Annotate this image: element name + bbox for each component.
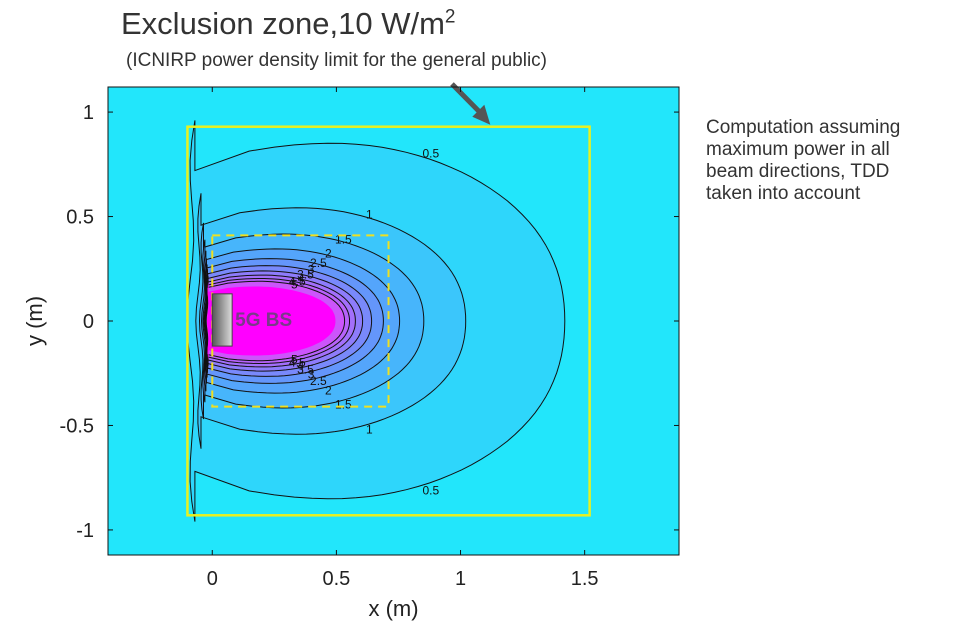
- exclusion-title-text: Exclusion zone,10 W/m: [121, 6, 445, 41]
- contour-label: 3: [308, 263, 315, 277]
- side-note-line: maximum power in all: [706, 139, 890, 160]
- contour-label: 4.5: [289, 355, 306, 369]
- contour-core: [207, 282, 336, 360]
- contour-label: 0.5: [422, 484, 439, 498]
- contour-label: 3: [308, 368, 315, 382]
- contour-label: 2: [325, 247, 332, 261]
- side-note-line: Computation assuming: [706, 117, 901, 138]
- x-tick-label: 1: [455, 568, 466, 590]
- y-tick-label: -0.5: [60, 415, 94, 437]
- exclusion-arrow-head: [472, 104, 491, 125]
- x-tick-label: 0.5: [322, 568, 350, 590]
- contour-label: 2: [325, 383, 332, 397]
- y-tick-label: -1: [76, 520, 94, 542]
- x-tick-label: 0: [207, 568, 218, 590]
- y-axis-label: y (m): [22, 296, 47, 346]
- contour-label: 3.5: [297, 268, 314, 282]
- exclusion-zone-subtitle: (ICNIRP power density limit for the gene…: [126, 50, 547, 71]
- contour-label: 4: [298, 272, 305, 286]
- x-tick-label: 1.5: [571, 568, 599, 590]
- exclusion-title-superscript: 2: [444, 6, 456, 28]
- y-tick-label: 0: [83, 311, 94, 333]
- exclusion-zone-box: [186, 125, 591, 517]
- contour-label: 2.5: [310, 256, 327, 270]
- contour-label: 1: [366, 208, 373, 222]
- contour-label: 5: [291, 353, 298, 367]
- contour-label: 1.5: [335, 397, 352, 411]
- exclusion-zone-title: Exclusion zone,10 W/m2: [121, 6, 456, 42]
- contour-label: 4.5: [289, 275, 306, 289]
- base-station-block: [211, 293, 233, 347]
- base-station-label: 5G BS: [235, 310, 292, 331]
- contour-label: 0.5: [422, 147, 439, 161]
- contour-label: 1: [366, 422, 373, 436]
- contour-label: 4: [298, 359, 305, 373]
- y-tick-label: 0.5: [66, 207, 94, 229]
- side-note-line: taken into account: [706, 183, 861, 204]
- contour-label: 5: [291, 277, 298, 291]
- side-note-line: beam directions, TDD: [706, 161, 890, 182]
- side-note: Computation assuming maximum power in all…: [706, 117, 966, 205]
- x-axis-label: x (m): [368, 596, 418, 621]
- contour-label: 3.5: [297, 363, 314, 377]
- contour-label: 2.5: [310, 374, 327, 388]
- y-tick-label: 1: [83, 102, 94, 124]
